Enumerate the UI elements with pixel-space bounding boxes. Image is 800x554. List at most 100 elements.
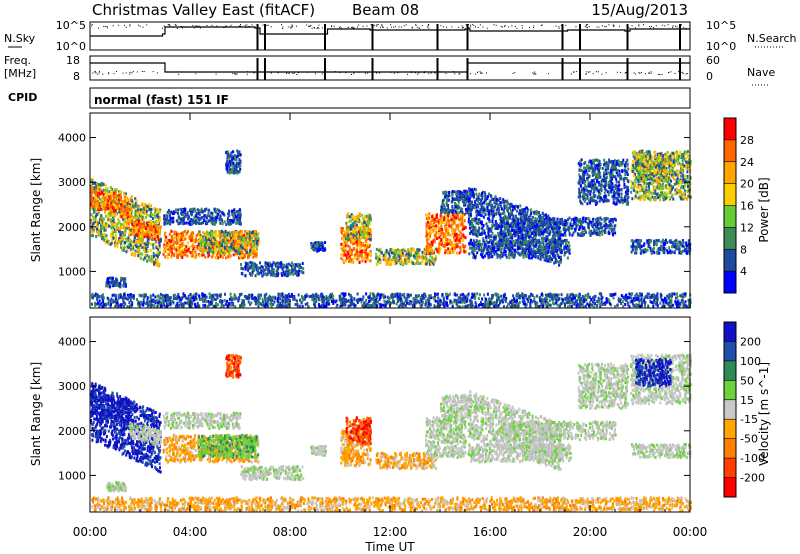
scatter-point: [137, 245, 140, 249]
scatter-point: [99, 184, 102, 187]
scatter-point: [92, 206, 95, 210]
scatter-point: [244, 274, 247, 278]
scatter-point: [212, 242, 215, 246]
scatter-point: [217, 256, 220, 260]
scatter-point: [106, 240, 109, 244]
scatter-point: [341, 231, 343, 235]
scatter-point: [214, 215, 217, 219]
scatter-point: [369, 237, 372, 241]
scatter-point: [114, 242, 117, 246]
scatter-point: [243, 238, 246, 241]
scatter-point: [190, 207, 193, 211]
scatter-point: [224, 243, 227, 246]
scatter-point: [103, 228, 106, 232]
scatter-point: [243, 235, 246, 239]
scatter-point: [243, 245, 246, 249]
nsearch-dot: [106, 26, 108, 28]
scatter-point: [210, 211, 213, 215]
nsearch-dot: [267, 24, 269, 26]
scatter-point: [95, 219, 98, 223]
scatter-point: [109, 242, 112, 246]
nsearch-dot: [106, 27, 108, 29]
scatter-point: [115, 224, 118, 228]
scatter-point: [131, 219, 134, 222]
nave-dot: [481, 72, 483, 74]
nave-dot: [589, 71, 591, 73]
scatter-point: [179, 244, 182, 248]
nave-dot: [532, 72, 534, 74]
scatter-point: [134, 253, 137, 257]
scatter-point: [206, 249, 209, 253]
scatter-point: [280, 265, 283, 269]
scatter-point: [208, 253, 211, 257]
scatter-point: [149, 231, 152, 234]
scatter-point: [143, 235, 146, 239]
nave-dot: [98, 71, 100, 73]
scatter-point: [447, 239, 450, 243]
scatter-point: [188, 237, 191, 241]
scatter-point: [236, 149, 239, 153]
nave-dot: [414, 72, 416, 74]
nave-dot: [235, 73, 236, 75]
scatter-point: [131, 204, 134, 208]
scatter-point: [134, 204, 137, 208]
nsearch-dot: [602, 25, 603, 27]
scatter-point: [451, 193, 454, 197]
scatter-point: [103, 226, 106, 229]
scatter-point: [169, 245, 172, 249]
scatter-point: [154, 215, 157, 219]
nave-dot: [423, 72, 425, 74]
nave-dot: [132, 71, 134, 73]
scatter-point: [196, 208, 199, 212]
scatter-point: [463, 203, 465, 207]
scatter-point: [198, 247, 201, 251]
nsearch-dot: [198, 25, 200, 27]
scatter-point: [440, 224, 443, 228]
scatter-point: [101, 236, 104, 240]
scatter-point: [134, 197, 137, 201]
nsearch-dot: [244, 25, 246, 27]
scatter-point: [226, 160, 229, 163]
scatter-point: [125, 211, 127, 215]
nave-dot: [156, 72, 158, 74]
scatter-point: [186, 247, 189, 251]
scatter-point: [459, 190, 462, 194]
scatter-point: [234, 245, 237, 249]
scatter-point: [142, 258, 145, 262]
scatter-point: [134, 251, 137, 255]
scatter-point: [142, 246, 145, 250]
scatter-point: [251, 241, 253, 245]
scatter-point: [355, 240, 358, 244]
scatter-point: [209, 236, 212, 240]
scatter-point: [164, 214, 167, 217]
scatter-point: [433, 238, 436, 242]
scatter-point: [119, 229, 122, 232]
nsearch-dot: [508, 26, 509, 28]
nave-dot: [648, 73, 650, 74]
scatter-point: [226, 153, 229, 157]
scatter-point: [121, 277, 124, 281]
scatter-point: [229, 222, 232, 226]
scatter-point: [147, 255, 150, 259]
scatter-point: [234, 164, 237, 168]
scatter-point: [194, 209, 197, 213]
nsearch-dot: [91, 24, 93, 25]
scatter-point: [176, 219, 179, 223]
scatter-point: [346, 244, 349, 248]
nsearch-dot: [631, 25, 633, 27]
nsearch-dot: [468, 27, 470, 29]
scatter-point: [405, 262, 408, 266]
scatter-point: [156, 258, 159, 262]
nave-dot: [298, 72, 299, 74]
scatter-point: [443, 204, 446, 208]
nave-dot: [108, 73, 110, 75]
scatter-point: [116, 279, 119, 283]
scatter-point: [256, 239, 259, 243]
scatter-point: [125, 224, 128, 228]
nave-dot: [129, 72, 131, 73]
nsearch-dot: [193, 27, 195, 29]
scatter-point: [459, 246, 462, 250]
scatter-point: [183, 244, 186, 248]
scatter-point: [144, 223, 147, 227]
